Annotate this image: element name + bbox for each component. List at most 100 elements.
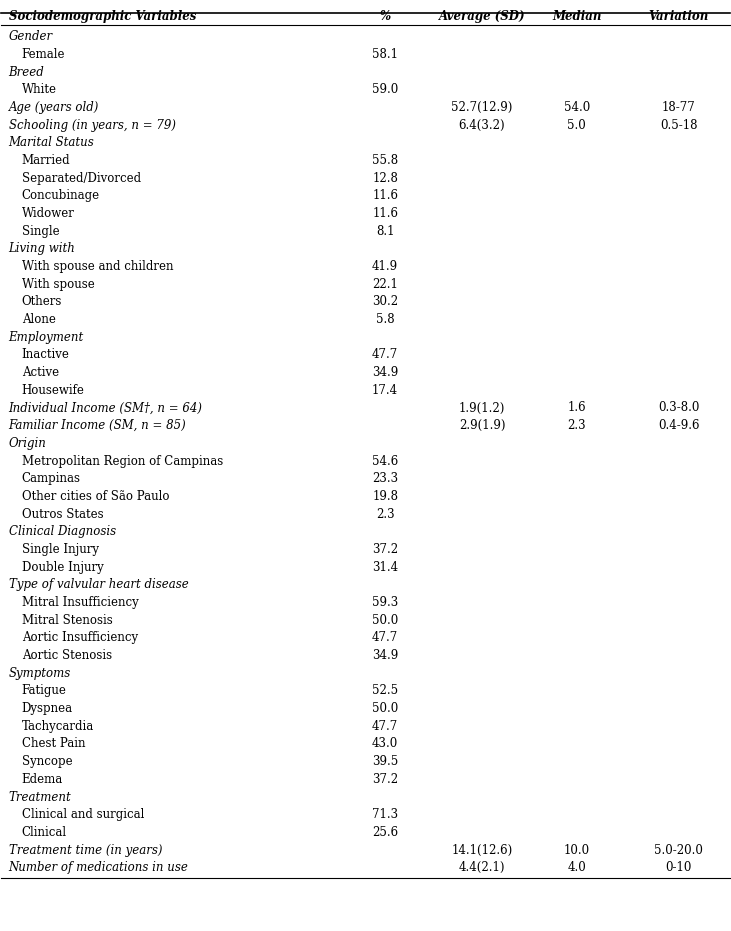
Text: %: % [379,9,391,22]
Text: Chest Pain: Chest Pain [22,737,86,750]
Text: 22.1: 22.1 [372,277,398,290]
Text: 11.6: 11.6 [372,189,398,202]
Text: 50.0: 50.0 [372,614,398,627]
Text: Treatment: Treatment [9,790,72,803]
Text: With spouse and children: With spouse and children [22,260,173,273]
Text: 23.3: 23.3 [372,472,398,485]
Text: Average (SD): Average (SD) [439,9,526,22]
Text: 1.9(1.2): 1.9(1.2) [459,401,505,414]
Text: 58.1: 58.1 [372,47,398,61]
Text: Outros States: Outros States [22,507,103,520]
Text: Active: Active [22,366,59,379]
Text: White: White [22,83,57,96]
Text: 47.7: 47.7 [372,348,398,361]
Text: 14.1(12.6): 14.1(12.6) [451,843,512,857]
Text: Widower: Widower [22,207,75,220]
Text: Breed: Breed [9,65,45,78]
Text: 47.7: 47.7 [372,631,398,644]
Text: 50.0: 50.0 [372,702,398,715]
Text: Clinical: Clinical [22,826,67,839]
Text: Median: Median [552,9,602,22]
Text: Living with: Living with [9,242,75,255]
Text: 31.4: 31.4 [372,560,398,573]
Text: 0.4-9.6: 0.4-9.6 [658,419,700,432]
Text: 6.4(3.2): 6.4(3.2) [459,118,505,131]
Text: Alone: Alone [22,313,56,326]
Text: Treatment time (in years): Treatment time (in years) [9,843,162,857]
Text: Separated/Divorced: Separated/Divorced [22,171,141,184]
Text: Other cities of São Paulo: Other cities of São Paulo [22,490,170,503]
Text: Aortic Insufficiency: Aortic Insufficiency [22,631,138,644]
Text: 59.3: 59.3 [372,596,398,609]
Text: 5.0: 5.0 [567,118,586,131]
Text: 17.4: 17.4 [372,384,398,397]
Text: 25.6: 25.6 [372,826,398,839]
Text: Individual Income (SM†, n = 64): Individual Income (SM†, n = 64) [9,401,202,414]
Text: 34.9: 34.9 [372,366,398,379]
Text: Type of valvular heart disease: Type of valvular heart disease [9,578,189,591]
Text: 1.6: 1.6 [567,401,586,414]
Text: 54.6: 54.6 [372,454,398,467]
Text: Double Injury: Double Injury [22,560,104,573]
Text: 0.5-18: 0.5-18 [660,118,697,131]
Text: 5.0-20.0: 5.0-20.0 [654,843,703,857]
Text: Number of medications in use: Number of medications in use [9,861,189,874]
Text: Single Injury: Single Injury [22,543,99,556]
Text: 0.3-8.0: 0.3-8.0 [658,401,700,414]
Text: Inactive: Inactive [22,348,69,361]
Text: Female: Female [22,47,65,61]
Text: With spouse: With spouse [22,277,94,290]
Text: Gender: Gender [9,30,53,43]
Text: Married: Married [22,154,70,167]
Text: Sociodemographic Variables: Sociodemographic Variables [9,9,196,22]
Text: 55.8: 55.8 [372,154,398,167]
Text: 47.7: 47.7 [372,720,398,733]
Text: Concubinage: Concubinage [22,189,100,202]
Text: 19.8: 19.8 [372,490,398,503]
Text: 2.9(1.9): 2.9(1.9) [459,419,505,432]
Text: Edema: Edema [22,773,63,786]
Text: Mitral Insufficiency: Mitral Insufficiency [22,596,139,609]
Text: Schooling (in years, n = 79): Schooling (in years, n = 79) [9,118,175,131]
Text: Housewife: Housewife [22,384,85,397]
Text: 37.2: 37.2 [372,543,398,556]
Text: 18-77: 18-77 [662,101,695,114]
Text: 2.3: 2.3 [376,507,395,520]
Text: Campinas: Campinas [22,472,81,485]
Text: 34.9: 34.9 [372,649,398,662]
Text: Mitral Stenosis: Mitral Stenosis [22,614,113,627]
Text: Metropolitan Region of Campinas: Metropolitan Region of Campinas [22,454,223,467]
Text: Age (years old): Age (years old) [9,101,99,114]
Text: 0-10: 0-10 [665,861,692,874]
Text: 37.2: 37.2 [372,773,398,786]
Text: 4.0: 4.0 [567,861,586,874]
Text: 39.5: 39.5 [372,755,398,768]
Text: Syncope: Syncope [22,755,72,768]
Text: Single: Single [22,224,59,237]
Text: 59.0: 59.0 [372,83,398,96]
Text: 54.0: 54.0 [564,101,590,114]
Text: 41.9: 41.9 [372,260,398,273]
Text: 71.3: 71.3 [372,808,398,821]
Text: Others: Others [22,295,62,308]
Text: Origin: Origin [9,437,47,450]
Text: Dyspnea: Dyspnea [22,702,73,715]
Text: 52.5: 52.5 [372,684,398,697]
Text: Employment: Employment [9,331,84,344]
Text: 43.0: 43.0 [372,737,398,750]
Text: Tachycardia: Tachycardia [22,720,94,733]
Text: 4.4(2.1): 4.4(2.1) [459,861,505,874]
Text: Marital Status: Marital Status [9,136,94,149]
Text: Clinical and surgical: Clinical and surgical [22,808,144,821]
Text: Aortic Stenosis: Aortic Stenosis [22,649,112,662]
Text: Familiar Income (SM, n = 85): Familiar Income (SM, n = 85) [9,419,186,432]
Text: Fatigue: Fatigue [22,684,67,697]
Text: 12.8: 12.8 [372,171,398,184]
Text: 30.2: 30.2 [372,295,398,308]
Text: 11.6: 11.6 [372,207,398,220]
Text: 8.1: 8.1 [376,224,395,237]
Text: 2.3: 2.3 [567,419,586,432]
Text: Clinical Diagnosis: Clinical Diagnosis [9,525,115,538]
Text: Symptoms: Symptoms [9,667,71,680]
Text: 10.0: 10.0 [564,843,590,857]
